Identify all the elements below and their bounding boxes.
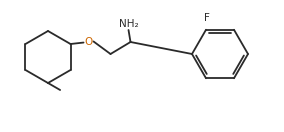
Text: NH₂: NH₂ xyxy=(119,19,138,29)
Text: O: O xyxy=(84,37,93,47)
Text: F: F xyxy=(204,13,210,23)
